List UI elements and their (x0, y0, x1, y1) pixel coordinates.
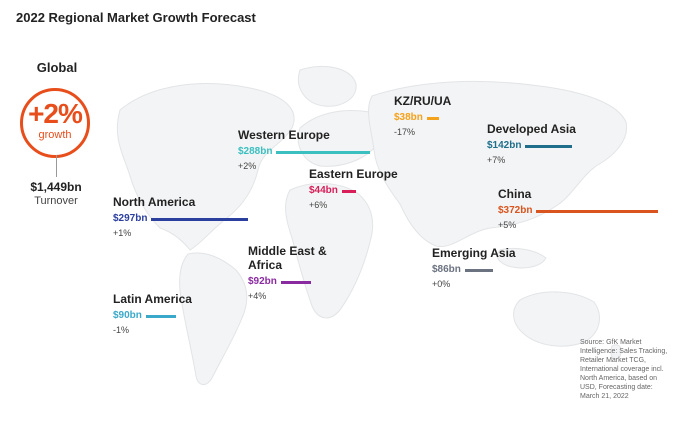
region-bar (525, 144, 573, 148)
global-connector-line (56, 155, 57, 177)
global-turnover-caption: Turnover (34, 195, 78, 207)
region-value-label: $372bn (498, 205, 533, 216)
region-label: Middle East & Africa (248, 244, 327, 272)
region-bar (536, 209, 659, 213)
region-growth-label: +7% (487, 155, 506, 165)
region-value-label: $142bn (487, 140, 522, 151)
region-value-label: $38bn (394, 112, 423, 123)
region-value-label: $90bn (113, 310, 142, 321)
region-china: China $372bn +5% (498, 187, 659, 231)
region-value-label: $44bn (309, 185, 338, 196)
region-developed-asia: Developed Asia $142bn +7% (487, 122, 576, 166)
region-latin-america: Latin America $90bn -1% (113, 292, 192, 336)
australia-landmass (513, 291, 600, 347)
region-label: China (498, 187, 532, 201)
new-zealand-landmass (610, 344, 622, 360)
region-label: KZ/RU/UA (394, 94, 452, 108)
region-label: Latin America (113, 292, 192, 306)
north-america-landmass (116, 83, 295, 251)
region-label: Emerging Asia (432, 246, 516, 260)
global-label: Global (36, 60, 78, 75)
region-bar (145, 314, 176, 318)
global-growth-caption: growth (38, 129, 72, 141)
region-value-label: $92bn (248, 276, 277, 287)
region-bar (464, 268, 493, 272)
region-label: Eastern Europe (309, 167, 398, 181)
region-emerging-asia: Emerging Asia $86bn +0% (432, 246, 516, 290)
region-growth-label: +2% (238, 161, 257, 171)
region-bar (280, 280, 311, 284)
south-america-landmass (179, 252, 248, 385)
region-value-label: $297bn (113, 213, 148, 224)
region-bar (426, 116, 439, 120)
region-growth-label: -17% (394, 127, 416, 137)
region-middle-east-africa: Middle East & Africa $92bn +4% (248, 244, 338, 302)
region-bar (151, 217, 249, 221)
region-growth-label: +5% (498, 220, 517, 230)
region-value-label: $86bn (432, 264, 461, 275)
greenland-landmass (298, 66, 357, 107)
region-label: North America (113, 195, 196, 209)
southeast-asia-islands (496, 247, 547, 269)
global-growth-circle: +2% growth (20, 88, 90, 158)
region-bar (276, 150, 371, 154)
region-bar (341, 189, 356, 193)
region-growth-label: +1% (113, 228, 132, 238)
region-growth-label: +0% (432, 279, 451, 289)
region-growth-label: +6% (309, 200, 328, 210)
region-growth-label: -1% (113, 325, 130, 335)
asia-landmass (368, 80, 628, 248)
region-growth-label: +4% (248, 291, 267, 301)
africa-landmass (285, 182, 374, 319)
region-value-label: $288bn (238, 146, 273, 157)
source-note: Source: GfK Market Intelligence: Sales T… (580, 339, 668, 400)
chart-title: 2022 Regional Market Growth Forecast (16, 10, 256, 25)
region-eastern-europe: Eastern Europe $44bn +6% (309, 167, 398, 211)
region-western-europe: Western Europe $288bn +2% (238, 128, 371, 172)
global-turnover-value: $1,449bn (30, 180, 82, 194)
region-kz-ru-ua: KZ/RU/UA $38bn -17% (394, 94, 451, 138)
global-growth-value: +2% (28, 98, 83, 129)
region-north-america: North America $297bn +1% (113, 195, 249, 239)
region-label: Developed Asia (487, 122, 576, 136)
region-label: Western Europe (238, 128, 330, 142)
